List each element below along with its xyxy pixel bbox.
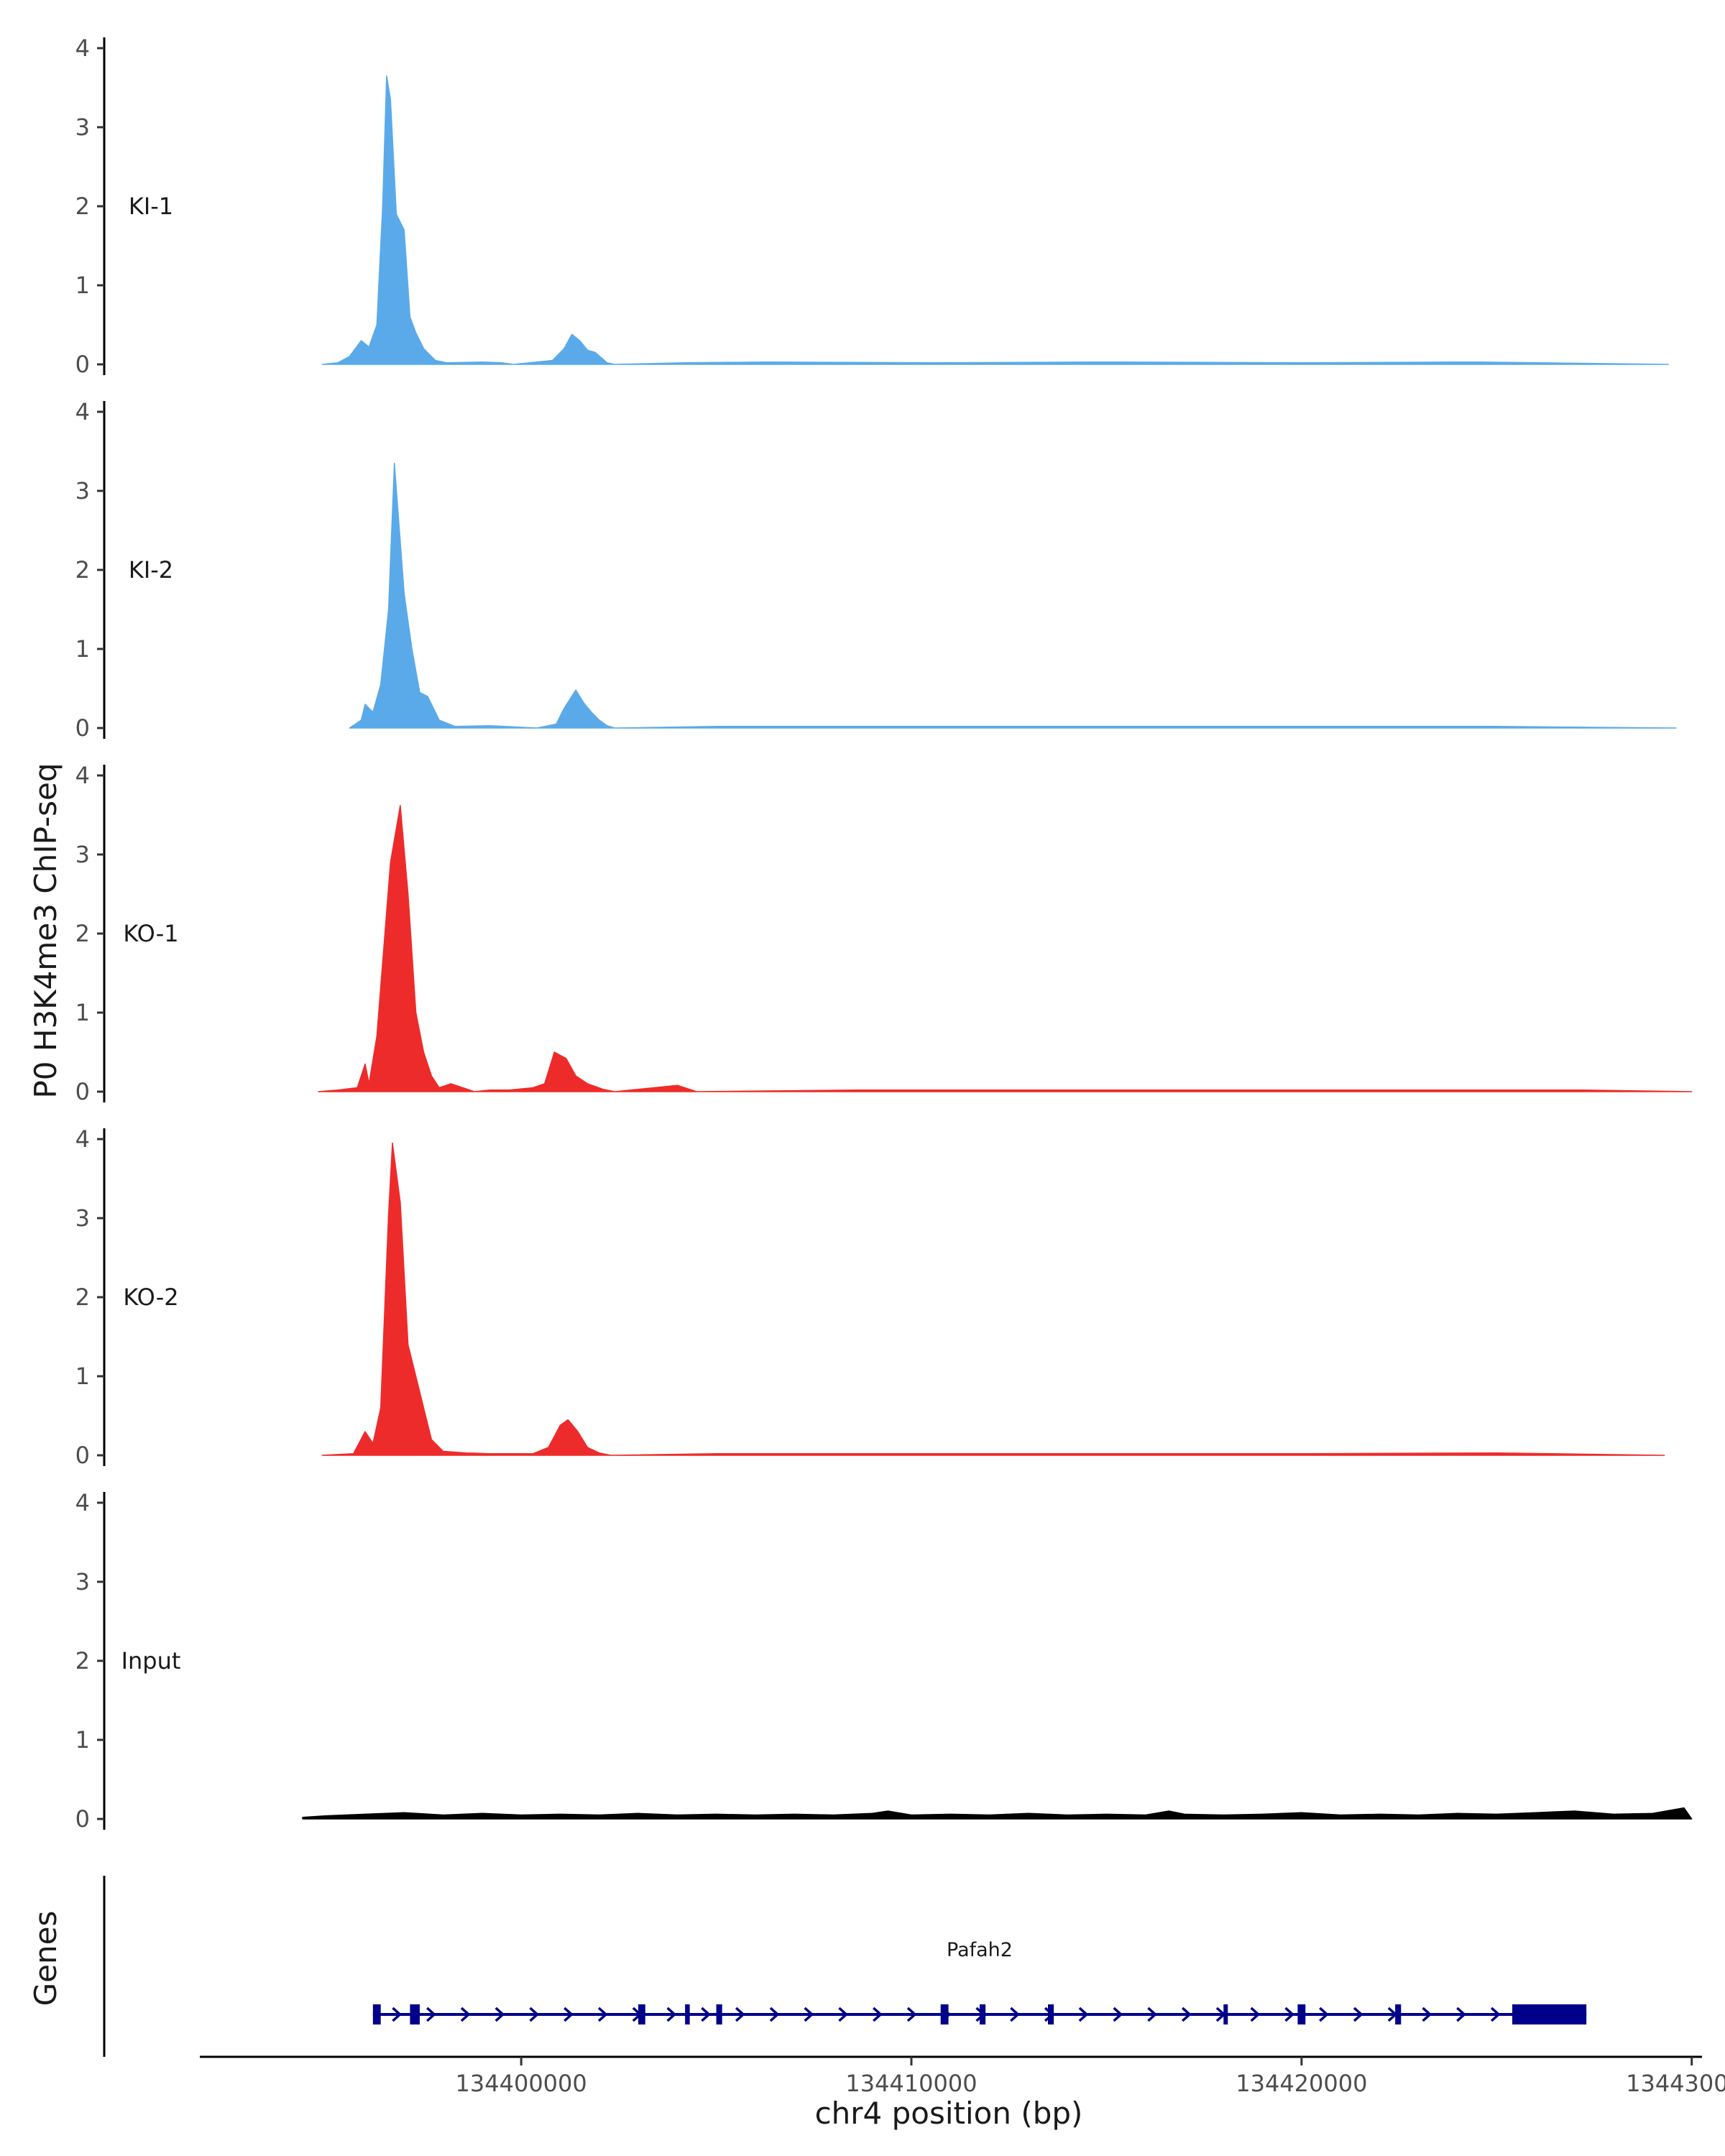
signal-area bbox=[318, 805, 1693, 1092]
track-ki-1: 0 1 2 3 4 KI-1 bbox=[75, 34, 1669, 378]
x-tick-label: 134420000 bbox=[1236, 2070, 1367, 2097]
gene-exon bbox=[716, 2004, 722, 2024]
strand-arrow bbox=[426, 2007, 436, 2022]
y-tick-label: 4 bbox=[75, 398, 90, 425]
y-tick-label: 2 bbox=[75, 1284, 90, 1311]
y-tick-label: 1 bbox=[75, 999, 90, 1026]
y-tick-label: 4 bbox=[75, 762, 90, 789]
gene-exon bbox=[685, 2004, 690, 2024]
gene-exon bbox=[410, 2004, 420, 2024]
track-input: 0 1 2 3 4 Input bbox=[75, 1489, 1693, 1833]
strand-arrow bbox=[804, 2007, 814, 2022]
y-tick-label: 2 bbox=[75, 1647, 90, 1674]
y-tick-label: 3 bbox=[75, 477, 90, 505]
strand-arrow bbox=[1113, 2007, 1123, 2022]
y-axis-title: P0 H3K4me3 ChIP-seq bbox=[28, 763, 63, 1098]
strand-arrow bbox=[1353, 2007, 1363, 2022]
gene-exon bbox=[372, 2004, 381, 2024]
strand-arrow bbox=[460, 2007, 471, 2022]
gene-exon bbox=[638, 2004, 645, 2024]
track-ko-1: 0 1 2 3 4 KO-1 bbox=[75, 762, 1693, 1105]
strand-arrow bbox=[1147, 2007, 1158, 2022]
strand-arrow bbox=[735, 2007, 745, 2022]
strand-arrow bbox=[873, 2007, 883, 2022]
gene-exon bbox=[1048, 2004, 1054, 2024]
strand-arrow bbox=[666, 2007, 677, 2022]
strand-arrow bbox=[1319, 2007, 1329, 2022]
gene-exon bbox=[1395, 2004, 1402, 2024]
y-tick-label: 4 bbox=[75, 34, 90, 62]
y-tick-label: 4 bbox=[75, 1125, 90, 1153]
y-tick-label: 3 bbox=[75, 841, 90, 868]
strand-arrow bbox=[701, 2007, 711, 2022]
x-tick-label: 134430000 bbox=[1626, 2070, 1725, 2097]
track-label: Input bbox=[121, 1647, 181, 1674]
strand-arrow bbox=[1490, 2007, 1501, 2022]
strand-arrow bbox=[838, 2007, 849, 2022]
y-tick-label: 1 bbox=[75, 635, 90, 663]
gene-exon bbox=[1223, 2004, 1228, 2024]
y-tick-label: 3 bbox=[75, 114, 90, 141]
strand-arrow bbox=[906, 2007, 917, 2022]
signal-tracks: 0 1 2 3 4 KI-1 0 1 2 3 4 KI-2 0 1 2 3 4 KO-1 0 1 2 3 4 KO-2 0 1 2 3… bbox=[75, 34, 1693, 1833]
gene-name-label: Pafah2 bbox=[947, 1939, 1013, 1961]
x-tick-label: 134400000 bbox=[456, 2070, 587, 2097]
strand-arrow bbox=[1010, 2007, 1020, 2022]
gene-exon bbox=[980, 2004, 986, 2024]
y-tick-label: 1 bbox=[75, 1726, 90, 1754]
y-tick-label: 4 bbox=[75, 1489, 90, 1516]
y-tick-label: 2 bbox=[75, 193, 90, 220]
y-tick-label: 0 bbox=[75, 351, 90, 378]
gene-exon bbox=[940, 2004, 949, 2024]
track-label: KO-1 bbox=[123, 920, 178, 947]
strand-arrow bbox=[564, 2007, 574, 2022]
y-tick-label: 0 bbox=[75, 1805, 90, 1833]
signal-area bbox=[321, 1142, 1665, 1456]
x-axis-title: chr4 position (bp) bbox=[815, 2096, 1083, 2131]
track-label: KI-1 bbox=[129, 193, 173, 220]
signal-area bbox=[321, 75, 1669, 365]
track-label: KO-2 bbox=[123, 1284, 178, 1311]
x-tick-label: 134410000 bbox=[845, 2070, 977, 2097]
strand-arrow bbox=[597, 2007, 608, 2022]
strand-arrow bbox=[1456, 2007, 1466, 2022]
y-tick-label: 0 bbox=[75, 1442, 90, 1469]
strand-arrow bbox=[1284, 2007, 1295, 2022]
y-tick-label: 1 bbox=[75, 272, 90, 299]
strand-arrow bbox=[769, 2007, 780, 2022]
y-tick-label: 3 bbox=[75, 1568, 90, 1595]
signal-area bbox=[349, 462, 1677, 729]
y-tick-label: 1 bbox=[75, 1363, 90, 1390]
strand-arrow bbox=[1181, 2007, 1192, 2022]
strand-arrow bbox=[1078, 2007, 1089, 2022]
signal-area bbox=[302, 1807, 1693, 1820]
strand-arrow bbox=[494, 2007, 505, 2022]
y-tick-label: 2 bbox=[75, 556, 90, 584]
track-label: KI-2 bbox=[129, 556, 173, 584]
y-tick-label: 0 bbox=[75, 714, 90, 742]
strand-arrow bbox=[1250, 2007, 1261, 2022]
strand-arrow bbox=[392, 2007, 402, 2022]
y-tick-label: 0 bbox=[75, 1078, 90, 1105]
track-ki-2: 0 1 2 3 4 KI-2 bbox=[75, 398, 1677, 742]
gene-exon bbox=[1512, 2004, 1587, 2024]
gene-track: Pafah2 bbox=[103, 1876, 1587, 2057]
gene-exon bbox=[1297, 2004, 1306, 2024]
genes-axis-title: Genes bbox=[28, 1911, 63, 2007]
strand-arrow bbox=[1422, 2007, 1432, 2022]
track-ko-2: 0 1 2 3 4 KO-2 bbox=[75, 1125, 1665, 1469]
y-tick-label: 2 bbox=[75, 920, 90, 947]
y-tick-label: 3 bbox=[75, 1204, 90, 1232]
strand-arrow bbox=[529, 2007, 540, 2022]
x-axis: 134400000 134410000 134420000 134430000 bbox=[200, 2055, 1725, 2097]
